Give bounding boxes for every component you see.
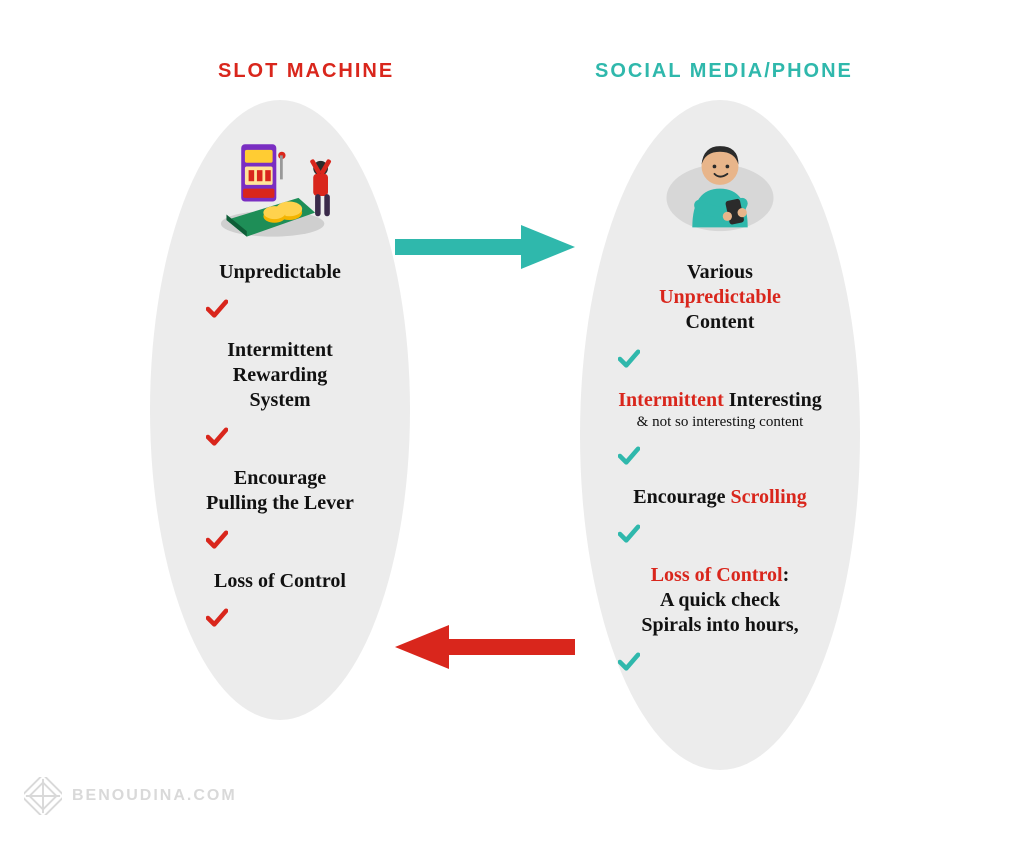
right-item: Encourage Scrolling xyxy=(618,485,822,510)
right-title: SOCIAL MEDIA/PHONE xyxy=(595,60,853,83)
left-oval: Unpredictable IntermittentRewardingSystem… xyxy=(150,100,410,720)
arrow-left-icon xyxy=(395,625,575,674)
right-item: Intermittent Interesting& not so interes… xyxy=(618,388,822,432)
phone-user-illustration xyxy=(645,124,795,244)
left-item: Loss of Control xyxy=(206,569,354,594)
slot-machine-illustration xyxy=(205,124,355,244)
left-item: EncouragePulling the Lever xyxy=(206,466,354,516)
watermark-text: BENOUDINA.COM xyxy=(72,787,237,805)
watermark-logo-icon xyxy=(24,777,62,815)
right-oval: VariousUnpredictableContent Intermittent … xyxy=(580,100,860,770)
check-icon xyxy=(206,608,354,633)
check-icon xyxy=(206,530,354,555)
watermark: BENOUDINA.COM xyxy=(24,777,237,815)
infographic-canvas: SLOT MACHINE SOCIAL MEDIA/PHONE xyxy=(0,0,1024,843)
check-icon xyxy=(618,524,822,549)
check-icon xyxy=(618,349,822,374)
right-item: Loss of Control:A quick checkSpirals int… xyxy=(618,563,822,638)
left-items-list: Unpredictable IntermittentRewardingSystem… xyxy=(206,254,354,647)
check-icon xyxy=(618,446,822,471)
right-item: VariousUnpredictableContent xyxy=(618,260,822,335)
arrow-right-icon xyxy=(395,225,575,274)
check-icon xyxy=(206,299,354,324)
left-item: IntermittentRewardingSystem xyxy=(206,338,354,413)
check-icon xyxy=(206,427,354,452)
left-title: SLOT MACHINE xyxy=(218,60,394,83)
check-icon xyxy=(618,652,822,677)
right-items-list: VariousUnpredictableContent Intermittent … xyxy=(618,254,822,691)
left-item: Unpredictable xyxy=(206,260,354,285)
